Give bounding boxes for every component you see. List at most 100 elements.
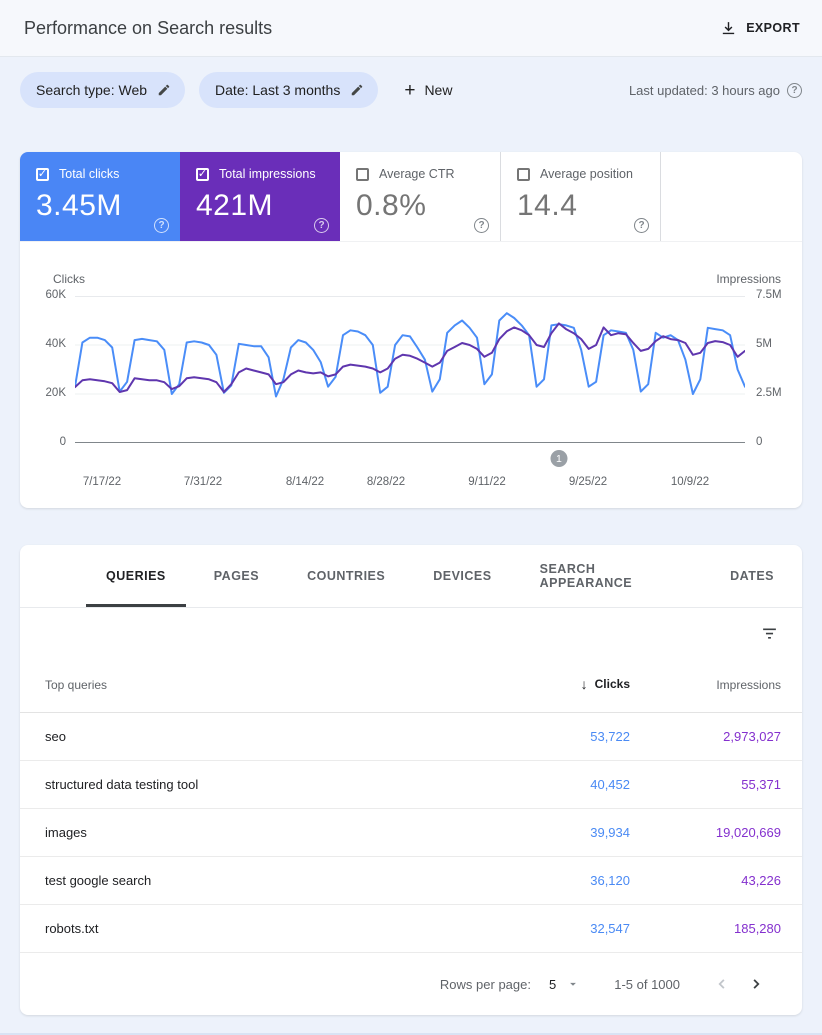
filter-bar: Search type: Web Date: Last 3 months + N… <box>20 72 802 108</box>
dimensions-table-card: QUERIES PAGES COUNTRIES DEVICES SEARCH A… <box>20 545 802 1015</box>
new-filter-button[interactable]: + New <box>404 81 452 100</box>
previous-page-icon[interactable] <box>710 972 734 996</box>
help-icon[interactable]: ? <box>314 218 329 233</box>
metric-card-total-clicks[interactable]: ✓ Total clicks 3.45M ? <box>20 152 180 241</box>
last-updated-text: Last updated: 3 hours ago <box>628 82 780 98</box>
metric-card-average-ctr[interactable]: Average CTR 0.8% ? <box>340 152 500 241</box>
metric-label: Total clicks <box>59 167 120 181</box>
date-range-chip-label: Date: Last 3 months <box>215 82 341 98</box>
help-icon[interactable]: ? <box>787 82 802 98</box>
clicks-cell[interactable]: 32,547 <box>590 921 630 936</box>
x-tick: 7/17/22 <box>82 476 122 488</box>
table-row[interactable]: robots.txt 32,547 185,280 <box>20 905 802 953</box>
impressions-cell[interactable]: 55,371 <box>741 777 781 792</box>
metrics-row: ✓ Total clicks 3.45M ? ✓ Total impressio… <box>20 152 802 242</box>
x-tick: 10/9/22 <box>670 476 710 488</box>
column-header-clicks[interactable]: ↓ Clicks <box>580 676 630 692</box>
edit-icon <box>158 84 170 96</box>
search-type-chip-label: Search type: Web <box>36 82 148 98</box>
rows-per-page-label: Rows per page: <box>439 976 531 992</box>
page-title: Performance on Search results <box>24 17 273 38</box>
query-cell: seo <box>45 729 66 744</box>
tab-search-appearance[interactable]: SEARCH APPEARANCE <box>539 562 633 590</box>
rows-per-page-value[interactable]: 5 <box>548 976 557 992</box>
help-icon[interactable]: ? <box>634 218 649 233</box>
metric-card-total-impressions[interactable]: ✓ Total impressions 421M ? <box>180 152 340 241</box>
checkbox-average-position[interactable] <box>517 167 530 181</box>
metric-value: 3.45M <box>36 189 122 222</box>
metric-label: Average CTR <box>379 167 455 181</box>
clicks-cell[interactable]: 36,120 <box>590 873 630 888</box>
performance-chart-card: ✓ Total clicks 3.45M ? ✓ Total impressio… <box>20 152 802 508</box>
x-tick: 7/31/22 <box>183 476 223 488</box>
edit-icon <box>352 84 363 96</box>
dimension-tabs: QUERIES PAGES COUNTRIES DEVICES SEARCH A… <box>20 545 802 608</box>
tab-devices[interactable]: DEVICES <box>433 569 492 583</box>
x-tick: 9/25/22 <box>568 476 608 488</box>
help-icon[interactable]: ? <box>154 218 169 233</box>
metric-label: Average position <box>540 167 633 181</box>
table-row[interactable]: test google search 36,120 43,226 <box>20 857 802 905</box>
impressions-cell[interactable]: 2,973,027 <box>723 729 781 744</box>
metric-value: 0.8% <box>356 189 427 222</box>
rows-per-page-dropdown-icon[interactable] <box>566 977 580 991</box>
table-filter-row <box>20 608 802 658</box>
metric-value: 14.4 <box>517 189 578 222</box>
y-tick-left: 40K <box>45 338 66 350</box>
table-row[interactable]: seo 53,722 2,973,027 <box>20 713 802 761</box>
tab-queries[interactable]: QUERIES <box>86 545 186 607</box>
export-label: EXPORT <box>746 21 800 35</box>
impressions-cell[interactable]: 19,020,669 <box>715 825 781 840</box>
query-cell: structured data testing tool <box>45 777 199 792</box>
impressions-cell[interactable]: 185,280 <box>734 921 781 936</box>
clicks-cell[interactable]: 40,452 <box>590 777 630 792</box>
y-tick-right: 0 <box>756 436 763 448</box>
filter-icon[interactable] <box>761 625 778 642</box>
metric-card-average-position[interactable]: Average position 14.4 ? <box>500 152 660 241</box>
right-axis-title: Impressions <box>716 272 781 286</box>
column-header-top-queries[interactable]: Top queries <box>45 678 108 692</box>
query-cell: images <box>45 825 87 840</box>
query-cell: test google search <box>45 873 152 888</box>
y-tick-right: 2.5M <box>756 387 782 399</box>
help-icon[interactable]: ? <box>474 218 489 233</box>
metric-label: Total impressions <box>219 167 316 181</box>
y-tick-right: 7.5M <box>756 289 782 301</box>
annotation-marker[interactable]: 1 <box>550 450 568 467</box>
search-type-chip[interactable]: Search type: Web <box>20 72 186 108</box>
y-tick-left: 0 <box>59 436 66 448</box>
left-axis-title: Clicks <box>53 272 85 286</box>
page-header: Performance on Search results EXPORT <box>0 0 822 57</box>
x-tick: 8/28/22 <box>366 476 406 488</box>
clicks-line <box>74 312 746 398</box>
column-header-impressions[interactable]: Impressions <box>716 678 781 692</box>
time-series-plot[interactable] <box>74 296 746 443</box>
new-filter-label: New <box>424 82 453 98</box>
clicks-cell[interactable]: 39,934 <box>590 825 630 840</box>
export-button[interactable]: EXPORT <box>720 20 800 37</box>
table-row[interactable]: images 39,934 19,020,669 <box>20 809 802 857</box>
y-tick-left: 60K <box>45 289 66 301</box>
last-updated: Last updated: 3 hours ago ? <box>628 82 802 98</box>
date-range-chip[interactable]: Date: Last 3 months <box>199 72 379 108</box>
plus-icon: + <box>404 79 416 101</box>
table-header-row: Top queries ↓ Clicks Impressions <box>20 658 802 713</box>
x-tick: 8/14/22 <box>285 476 325 488</box>
tab-pages[interactable]: PAGES <box>213 569 260 583</box>
y-tick-right: 5M <box>756 338 772 350</box>
tab-dates[interactable]: DATES <box>730 569 774 583</box>
clicks-cell[interactable]: 53,722 <box>590 729 630 744</box>
checkbox-average-ctr[interactable] <box>356 167 369 181</box>
metrics-row-filler <box>660 152 802 241</box>
pagination-range: 1-5 of 1000 <box>614 976 680 992</box>
download-icon <box>720 20 737 37</box>
tab-countries[interactable]: COUNTRIES <box>307 569 386 583</box>
impressions-cell[interactable]: 43,226 <box>741 873 781 888</box>
next-page-icon[interactable] <box>744 972 768 996</box>
metric-value: 421M <box>196 189 274 222</box>
checkbox-total-clicks[interactable]: ✓ <box>36 167 49 181</box>
checkbox-total-impressions[interactable]: ✓ <box>196 167 209 181</box>
bottom-edge-strip <box>0 1033 822 1035</box>
sort-descending-icon: ↓ <box>580 676 588 692</box>
table-row[interactable]: structured data testing tool 40,452 55,3… <box>20 761 802 809</box>
